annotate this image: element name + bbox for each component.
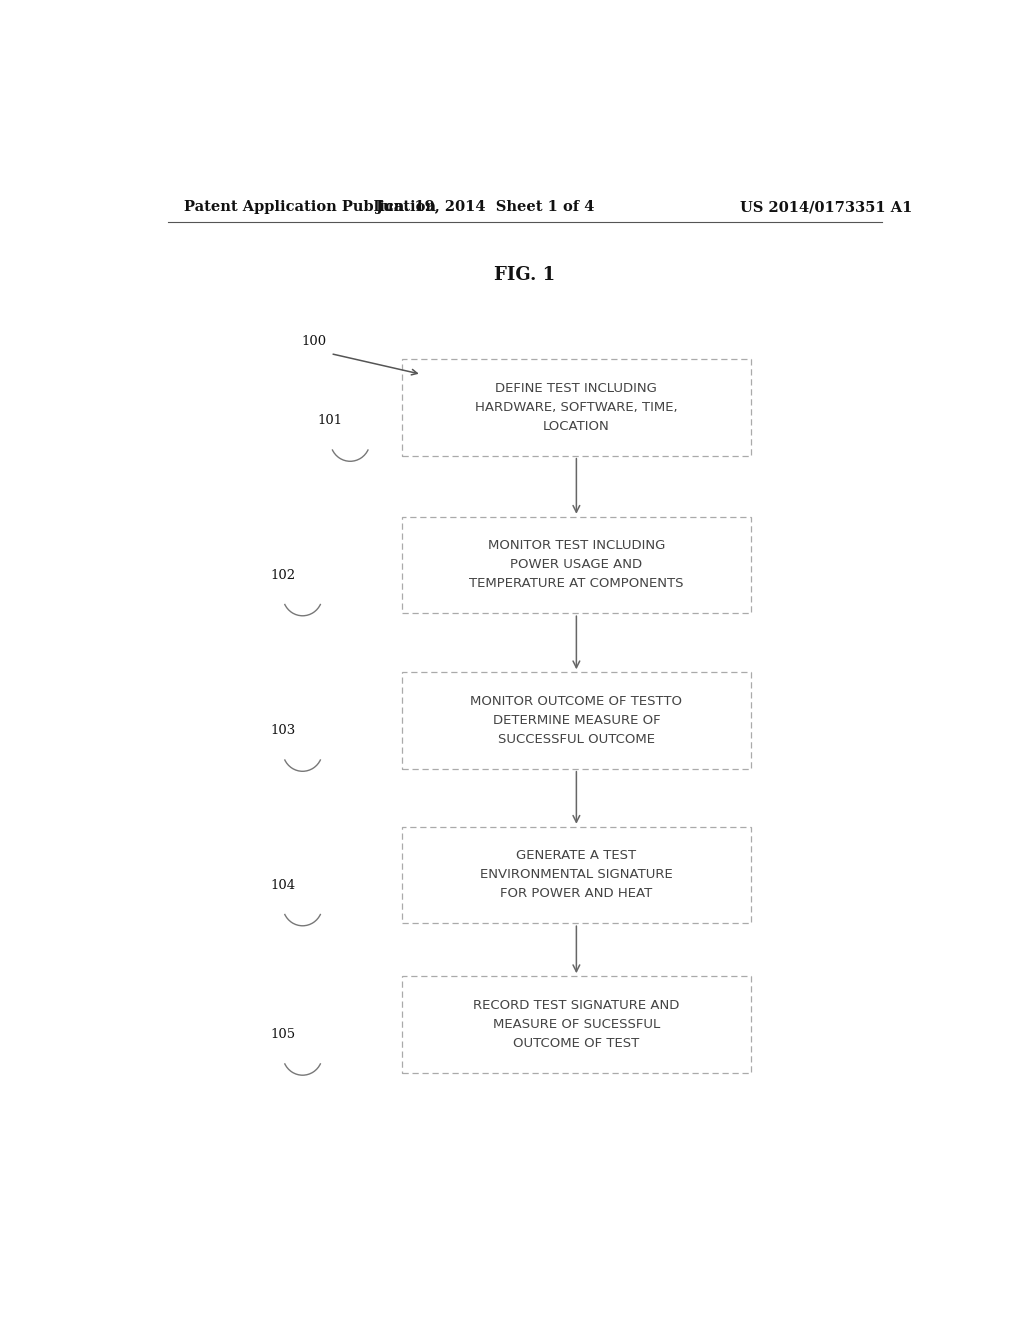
Text: DEFINE TEST INCLUDING
HARDWARE, SOFTWARE, TIME,
LOCATION: DEFINE TEST INCLUDING HARDWARE, SOFTWARE… xyxy=(475,381,678,433)
Text: 103: 103 xyxy=(270,725,295,737)
Text: 101: 101 xyxy=(317,414,343,428)
Text: 105: 105 xyxy=(270,1028,295,1041)
Text: Jun. 19, 2014  Sheet 1 of 4: Jun. 19, 2014 Sheet 1 of 4 xyxy=(376,201,594,214)
Text: RECORD TEST SIGNATURE AND
MEASURE OF SUCESSFUL
OUTCOME OF TEST: RECORD TEST SIGNATURE AND MEASURE OF SUC… xyxy=(473,999,680,1049)
Text: GENERATE A TEST
ENVIRONMENTAL SIGNATURE
FOR POWER AND HEAT: GENERATE A TEST ENVIRONMENTAL SIGNATURE … xyxy=(480,850,673,900)
Text: US 2014/0173351 A1: US 2014/0173351 A1 xyxy=(740,201,912,214)
Text: FIG. 1: FIG. 1 xyxy=(495,267,555,284)
Bar xyxy=(401,975,751,1073)
Text: 102: 102 xyxy=(270,569,295,582)
Text: 100: 100 xyxy=(302,335,327,348)
Bar xyxy=(401,516,751,614)
Bar xyxy=(401,826,751,923)
Text: Patent Application Publication: Patent Application Publication xyxy=(183,201,435,214)
Text: MONITOR OUTCOME OF TESTTO
DETERMINE MEASURE OF
SUCCESSFUL OUTCOME: MONITOR OUTCOME OF TESTTO DETERMINE MEAS… xyxy=(470,694,682,746)
Text: 104: 104 xyxy=(270,879,295,891)
Bar xyxy=(401,672,751,768)
Bar xyxy=(401,359,751,455)
Text: MONITOR TEST INCLUDING
POWER USAGE AND
TEMPERATURE AT COMPONENTS: MONITOR TEST INCLUDING POWER USAGE AND T… xyxy=(469,540,684,590)
